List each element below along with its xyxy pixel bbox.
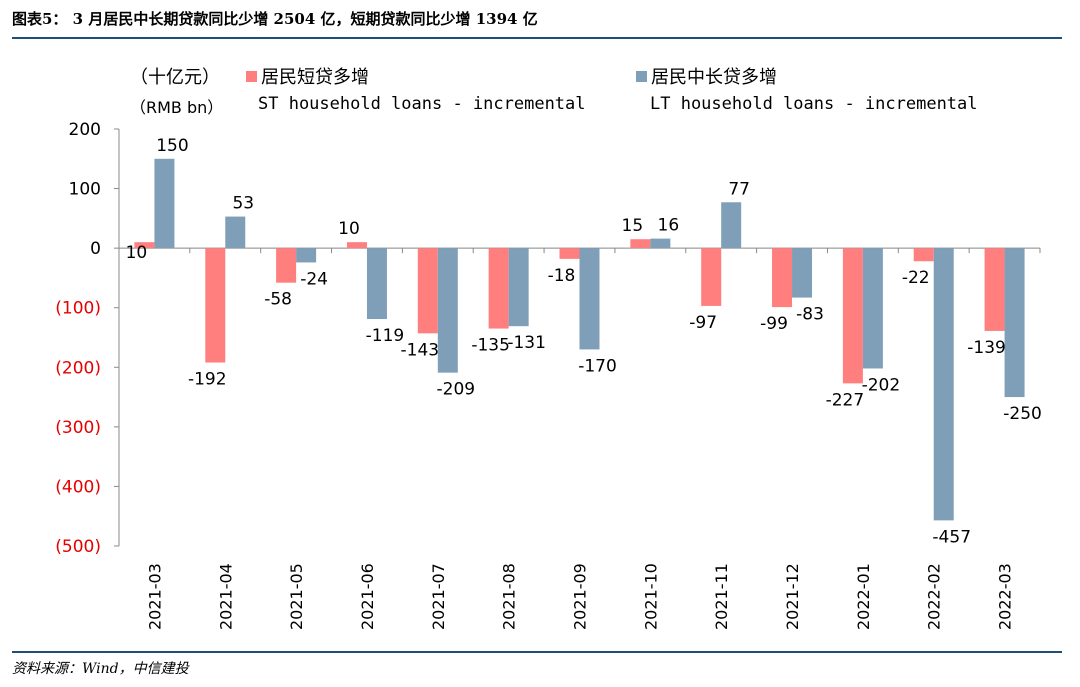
x-tick-label: 2021-08 (500, 563, 519, 630)
bar-lt-2022-01 (862, 248, 883, 369)
x-tick-label: 2021-07 (429, 563, 448, 630)
bottom-rule (12, 651, 1062, 653)
data-label-st: -143 (401, 340, 440, 360)
chart-title: 图表5： 3 月居民中长期贷款同比少增 2504 亿，短期贷款同比少增 1394… (12, 10, 538, 28)
y-tick-label: 200 (69, 120, 101, 140)
data-label-lt: -24 (300, 269, 328, 289)
data-label-lt: -202 (862, 375, 901, 395)
unit-label-en: （RMB bn） (130, 98, 224, 117)
data-label-st: -97 (689, 313, 717, 333)
data-label-st: 15 (622, 216, 644, 236)
data-label-st: -192 (188, 370, 227, 390)
bar-st-2021-04 (205, 248, 226, 363)
y-tick-label: (300) (55, 418, 101, 438)
data-label-st: -58 (264, 290, 292, 310)
bar-lt-2022-03 (1004, 248, 1025, 398)
data-label-lt: -250 (1003, 404, 1042, 424)
y-tick-label: (100) (55, 299, 101, 319)
data-label-st: -22 (902, 268, 930, 288)
data-label-lt: -457 (932, 527, 971, 547)
legend-lt: 居民中长贷多增 (636, 63, 777, 89)
bar-st-2021-11 (701, 248, 722, 306)
x-tick-label: 2022-02 (925, 563, 944, 630)
x-tick-label: 2022-01 (854, 563, 873, 630)
legend-st-label: 居民短贷多增 (261, 67, 369, 88)
bar-lt-2021-12 (792, 248, 813, 298)
bar-lt-2021-10 (650, 238, 671, 249)
x-tick-label: 2021-05 (287, 563, 306, 630)
bar-lt-2021-03 (154, 158, 175, 249)
bar-st-2021-05 (276, 248, 297, 283)
data-label-lt: -209 (437, 380, 476, 400)
legend-lt-label: 居民中长贷多增 (651, 67, 777, 88)
data-label-st: -227 (826, 390, 865, 410)
bar-lt-2021-07 (437, 248, 458, 373)
data-label-lt: 150 (156, 136, 188, 156)
bar-chart: 200 100 0 (100) (200) (300) (400) (500) 10 150 202… (55, 120, 1042, 630)
data-label-lt: -119 (366, 326, 405, 346)
bar-lt-2021-04 (225, 216, 246, 249)
data-label-st: -139 (967, 338, 1006, 358)
x-tick-label: 2021-09 (571, 563, 590, 630)
bar-lt-2021-08 (508, 248, 529, 327)
bar-st-2021-06 (346, 242, 367, 249)
data-label-st: -135 (471, 336, 510, 356)
data-label-lt: 16 (658, 216, 680, 236)
bar-st-2021-10 (630, 239, 651, 249)
bar-st-2021-12 (772, 248, 793, 308)
bar-st-2021-07 (417, 248, 438, 334)
y-tick-label: 100 (69, 180, 101, 200)
y-tick-label: (500) (55, 537, 101, 557)
x-tick-label: 2021-11 (712, 563, 731, 630)
data-label-lt: -170 (578, 356, 617, 376)
bar-st-2021-09 (559, 248, 580, 259)
bar-st-2022-02 (913, 248, 934, 262)
top-rule (12, 37, 1062, 39)
bar-st-2022-03 (984, 248, 1005, 331)
legend-st-en: ST household loans - incremental (258, 94, 586, 114)
data-label-st: 10 (338, 219, 360, 239)
data-label-st: -18 (548, 266, 576, 286)
bar-lt-2021-11 (721, 202, 742, 249)
data-label-lt: 53 (232, 194, 254, 214)
bar-st-2022-01 (842, 248, 863, 384)
bar-st-2021-08 (488, 248, 509, 329)
x-tick-label: 2022-03 (996, 563, 1015, 630)
data-label-st: 10 (126, 243, 148, 263)
data-label-st: -99 (760, 314, 788, 334)
y-tick-label: (400) (55, 477, 101, 497)
legend-st: 居民短贷多增 (246, 63, 369, 89)
x-tick-label: 2021-03 (145, 563, 164, 630)
data-label-lt: -83 (796, 305, 824, 325)
source-note: 资料来源：Wind，中信建投 (12, 661, 189, 677)
legend-lt-swatch (636, 70, 647, 82)
unit-label-cn: （十亿元） (130, 67, 220, 88)
bar-lt-2021-09 (579, 248, 600, 350)
bar-lt-2022-02 (933, 248, 954, 521)
x-tick-label: 2021-12 (783, 563, 802, 630)
legend-st-swatch (246, 70, 257, 82)
x-tick-label: 2021-10 (641, 563, 660, 630)
y-tick-label: (200) (55, 358, 101, 378)
bar-lt-2021-06 (366, 248, 387, 320)
bar-lt-2021-05 (296, 248, 317, 263)
x-tick-label: 2021-04 (216, 563, 235, 630)
y-tick-label: 0 (90, 239, 101, 259)
data-label-lt: 77 (728, 179, 750, 199)
bar-st-2021-03 (134, 242, 155, 249)
data-label-lt: -131 (507, 333, 546, 353)
x-tick-label: 2021-06 (358, 563, 377, 630)
legend-lt-en: LT household loans - incremental (650, 94, 978, 114)
